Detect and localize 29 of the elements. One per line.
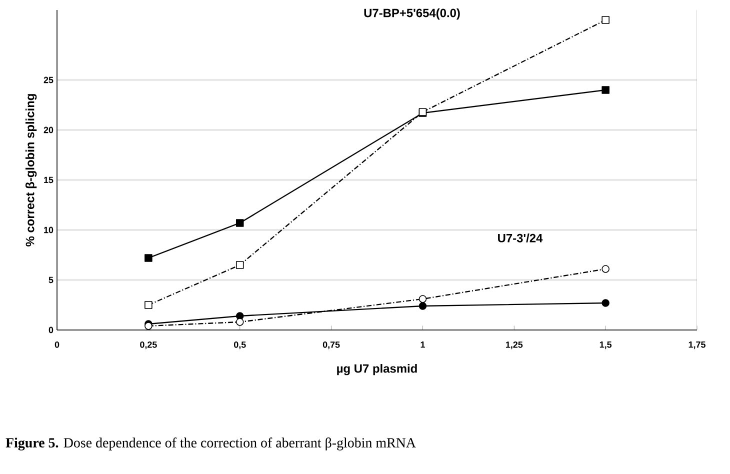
point: [236, 261, 244, 269]
y-axis-title: % correct β-globin splicing: [25, 94, 37, 246]
x-tick-label: 0,5: [234, 342, 246, 350]
point: [602, 299, 610, 307]
point: [602, 265, 610, 273]
x-tick-label: 0,75: [322, 342, 340, 350]
point: [418, 302, 427, 310]
y-tick-label: 25: [44, 76, 54, 84]
x-tick-label: 1,25: [506, 342, 523, 350]
y-tick-label: 15: [44, 176, 54, 184]
x-tick-label: 0,25: [140, 342, 157, 350]
x-tick-label: 1,75: [688, 342, 706, 350]
x-tick-label: 0: [54, 342, 60, 348]
point: [602, 16, 610, 24]
annotation: U7-3'/24: [498, 234, 543, 242]
y-tick-label: 5: [48, 276, 54, 284]
x-axis-title: µg U7 plasmid: [337, 364, 417, 376]
point: [144, 254, 152, 262]
y-tick-label: 20: [44, 126, 54, 134]
x-tick-label: 1,5: [600, 342, 612, 350]
y-tick-label: 0: [48, 326, 54, 334]
point: [236, 318, 244, 326]
annotation: U7-BP+5'654(0.0): [364, 8, 460, 20]
point: [144, 301, 152, 309]
x-tick-label: 1: [420, 342, 425, 348]
point: [236, 219, 244, 227]
point: [602, 86, 610, 94]
text: Figure 5. Dose dependence of the correction of aberrant β-globin mRNA: [6, 438, 416, 450]
y-tick-label: 10: [44, 226, 54, 234]
